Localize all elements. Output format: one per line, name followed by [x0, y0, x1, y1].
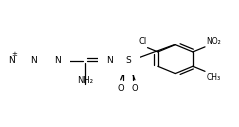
Text: N: N [8, 57, 15, 66]
Text: NO₂: NO₂ [206, 37, 221, 46]
Text: O: O [132, 84, 138, 93]
Text: N: N [107, 57, 113, 66]
Text: N: N [54, 57, 61, 66]
Text: Cl: Cl [138, 37, 146, 46]
Text: S: S [125, 57, 131, 66]
Text: O: O [117, 84, 124, 93]
Text: NH₂: NH₂ [77, 76, 93, 85]
Text: N: N [31, 57, 37, 66]
Text: ±: ± [11, 51, 17, 57]
Text: CH₃: CH₃ [206, 73, 220, 82]
